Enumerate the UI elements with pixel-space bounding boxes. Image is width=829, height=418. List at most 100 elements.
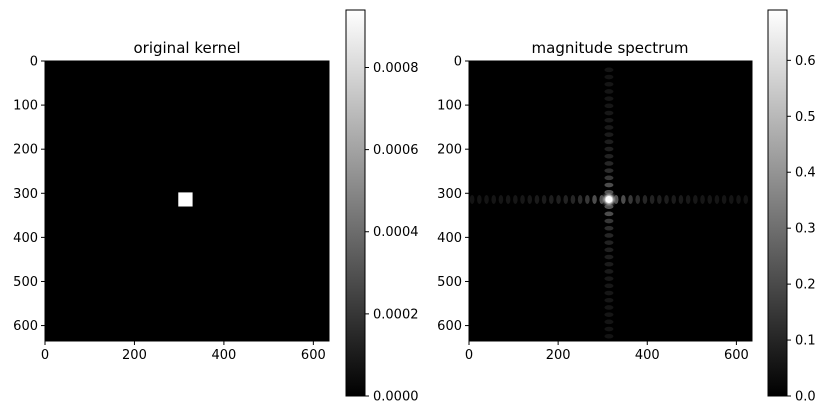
spectrum-vertical-lobe (604, 319, 614, 325)
left-colorbar-frame (345, 9, 366, 397)
spectrum-horizontal-lobe (477, 194, 482, 204)
left-ytick-label: 200 (13, 143, 38, 158)
spectrum-horizontal-lobe (520, 194, 525, 204)
kernel-square (178, 192, 193, 207)
spectrum-vertical-lobe (604, 233, 614, 238)
spectrum-horizontal-lobe (649, 194, 655, 204)
spectrum-horizontal-lobe (527, 194, 533, 204)
left-colorbar-tick-label: 0.0000 (373, 390, 419, 405)
spectrum-horizontal-lobe (693, 194, 698, 204)
spectrum-horizontal-lobe (664, 194, 669, 204)
right-colorbar-tick-label: 0.3 (795, 222, 816, 237)
spectrum-vertical-lobe (604, 290, 614, 296)
right-colorbar-gradient (768, 10, 787, 396)
left-ytick-label: 500 (13, 275, 38, 290)
right-ytick-label: 300 (437, 187, 462, 202)
right-xtick-label: 0 (465, 348, 473, 363)
right-panel: magnitude spectrum 0 200 400 600 0 100 200 300… (437, 9, 816, 405)
spectrum-vertical-lobe (604, 96, 614, 101)
right-ytick-label: 400 (437, 231, 462, 246)
spectrum-vertical-lobe (604, 81, 614, 87)
right-ytick-label: 200 (437, 143, 462, 158)
right-ytick-label: 100 (437, 99, 462, 114)
spectrum-vertical-lobe (604, 218, 614, 224)
spectrum-horizontal-lobe (721, 194, 727, 204)
spectrum-horizontal-lobe (585, 194, 590, 204)
spectrum-horizontal-lobe (736, 194, 741, 204)
spectrum-horizontal-lobe (743, 194, 749, 204)
left-colorbar-gradient (346, 10, 365, 396)
spectrum-vertical-lobe (604, 261, 614, 267)
left-ytick-label: 100 (13, 99, 38, 114)
spectrum-horizontal-lobe (635, 194, 641, 204)
spectrum-vertical-lobe (604, 312, 614, 317)
spectrum-vertical-lobe (604, 326, 614, 332)
spectrum-horizontal-lobe (700, 194, 705, 204)
right-colorbar-tick-label: 0.0 (795, 390, 816, 405)
left-ytick-label: 0 (30, 55, 38, 70)
spectrum-horizontal-lobe (556, 194, 561, 204)
spectrum-vertical-lobe (604, 103, 614, 109)
right-colorbar: 0.0 0.1 0.2 0.3 0.4 0.5 0.6 (767, 9, 816, 405)
right-colorbar-frame (767, 9, 788, 397)
spectrum-horizontal-lobe (469, 194, 475, 204)
right-colorbar-tick-label: 0.5 (795, 110, 816, 125)
spectrum-vertical-lobe (604, 125, 614, 130)
spectrum-peak-core (605, 195, 613, 203)
left-xtick-label: 400 (211, 348, 236, 363)
left-panel: original kernel 0 200 400 600 0 100 200 300 400… (13, 9, 419, 405)
right-colorbar-tick-label: 0.2 (795, 278, 816, 293)
spectrum-vertical-lobe (604, 74, 614, 80)
spectrum-horizontal-lobe (541, 194, 547, 204)
spectrum-horizontal-lobe (642, 194, 648, 204)
left-title: original kernel (133, 39, 240, 57)
spectrum-horizontal-lobe (534, 194, 540, 204)
left-xtick-label: 600 (301, 348, 326, 363)
spectrum-horizontal-lobe (729, 194, 734, 204)
spectrum-vertical-lobe (604, 89, 614, 94)
spectrum-vertical-lobe (604, 297, 614, 303)
right-colorbar-tick-label: 0.6 (795, 54, 816, 69)
left-xtick-label: 0 (41, 348, 49, 363)
left-colorbar-tick-label: 0.0002 (373, 307, 419, 322)
spectrum-horizontal-lobe (570, 194, 576, 204)
spectrum-horizontal-lobe (707, 194, 713, 204)
spectrum-vertical-lobe (604, 211, 614, 217)
spectrum-vertical-lobe (604, 168, 614, 173)
spectrum-vertical-lobe (604, 269, 614, 274)
spectrum-horizontal-lobe (671, 194, 677, 204)
spectrum-horizontal-lobe (592, 194, 597, 204)
right-axes-frame (468, 60, 753, 342)
spectrum-horizontal-lobe (498, 194, 504, 204)
spectrum-horizontal-lobe (657, 194, 662, 204)
left-xtick-label: 200 (122, 348, 147, 363)
spectrum-vertical-lobe (604, 182, 614, 188)
right-ytick-label: 500 (437, 275, 462, 290)
spectrum-vertical-lobe (604, 283, 614, 289)
spectrum-vertical-lobe (604, 254, 614, 260)
spectrum-vertical-lobe (604, 153, 614, 159)
spectrum-vertical-lobe (604, 161, 614, 166)
spectrum-vertical-lobe (604, 110, 614, 116)
right-title: magnitude spectrum (532, 39, 689, 57)
spectrum-horizontal-lobe (563, 194, 569, 204)
spectrum-horizontal-lobe (577, 194, 583, 204)
right-xtick-label: 200 (546, 348, 571, 363)
spectrum-vertical-lobe (604, 175, 614, 181)
right-ytick-label: 600 (437, 319, 462, 334)
spectrum-vertical-lobe (604, 117, 614, 123)
spectrum-vertical-lobe (604, 276, 614, 281)
right-xtick-label: 600 (724, 348, 749, 363)
spectrum-horizontal-lobe (513, 194, 518, 204)
spectrum-vertical-lobe (604, 132, 614, 137)
left-colorbar: 0.0000 0.0002 0.0004 0.0006 0.0008 (345, 9, 419, 405)
right-xtick-label: 400 (635, 348, 660, 363)
left-colorbar-tick-label: 0.0004 (373, 225, 419, 240)
right-colorbar-tick-label: 0.1 (795, 334, 816, 349)
spectrum-vertical-lobe (604, 67, 614, 73)
left-ytick-label: 600 (13, 319, 38, 334)
left-ytick-label: 300 (13, 187, 38, 202)
spectrum-vertical-lobe (604, 225, 614, 231)
spectrum-vertical-lobe (604, 247, 614, 253)
